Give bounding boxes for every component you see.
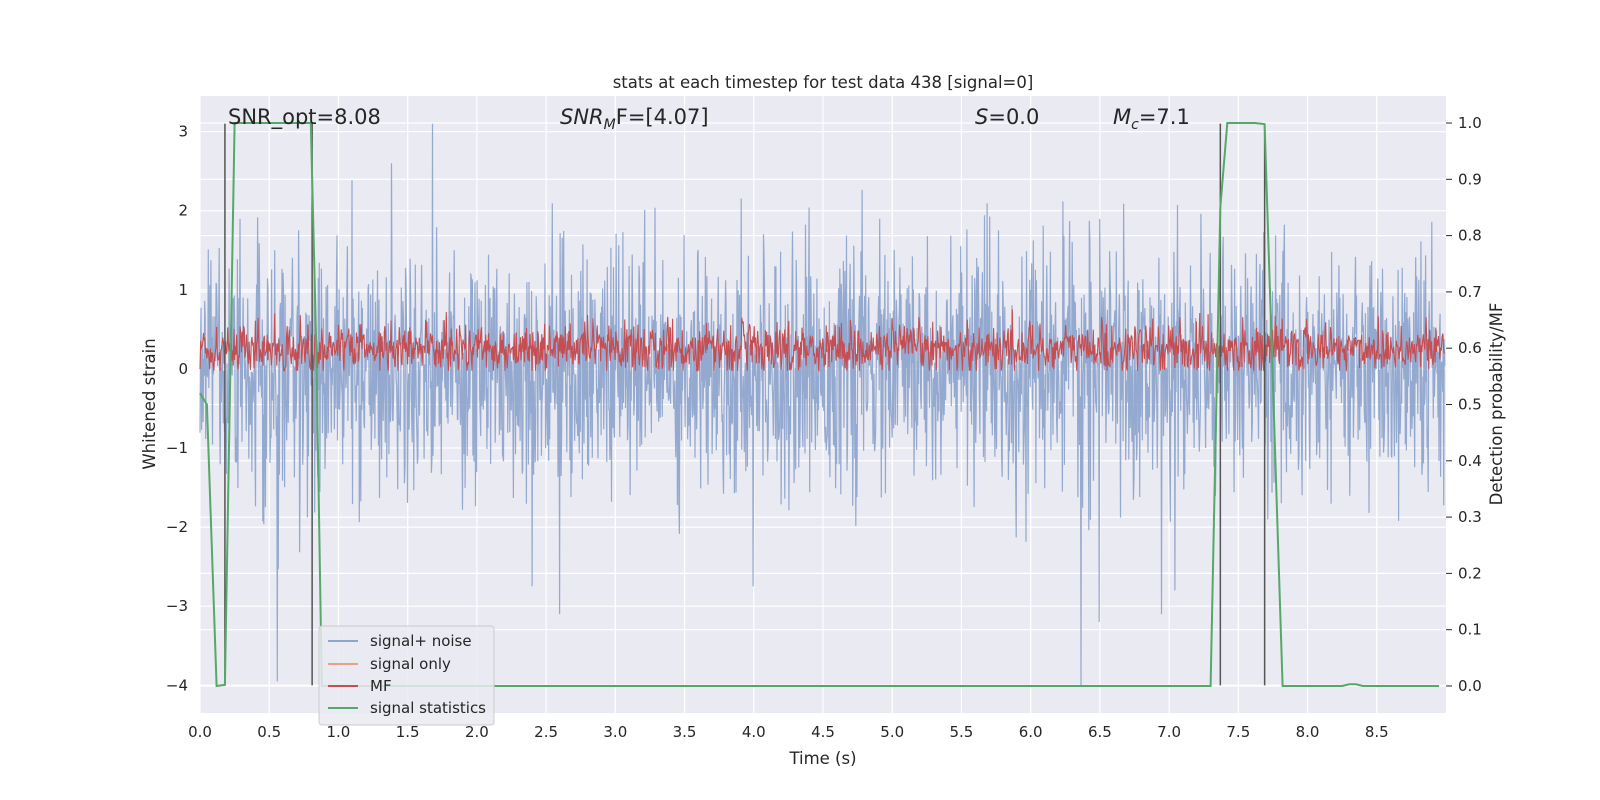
- x-tick-label: 6.0: [1019, 723, 1043, 741]
- annotation-snr-mf: SNRMF=[4.07]: [560, 105, 709, 133]
- legend-box: [318, 625, 495, 726]
- mc-symbol: M: [1113, 105, 1131, 129]
- x-axis-ticks: 0.0 0.5 1.0 1.5 2.0 2.5 3.0 3.5 4.0 4.5 5.0 5.5 6.0 6…: [188, 723, 1389, 741]
- y2-tick-label: 0.1: [1458, 621, 1482, 639]
- snr-mf-subscript: M: [604, 117, 616, 133]
- y-axis-ticks: −4 −3 −2 −1 0 1 2 3: [166, 123, 188, 695]
- y2-tick-label: 0.5: [1458, 396, 1482, 414]
- x-tick-label: 7.5: [1226, 723, 1250, 741]
- signal-statistics-series: [199, 122, 1440, 688]
- y2-tick-label: 0.8: [1458, 227, 1482, 245]
- y2-tick-label: 0.0: [1458, 677, 1482, 695]
- x-tick-label: 2.0: [465, 723, 489, 741]
- signal-noise-line: [199, 123, 1446, 686]
- annotation-mc: Mc=7.1: [1113, 105, 1190, 133]
- x-tick-label: 0.0: [188, 723, 212, 741]
- legend-label-stats: signal statistics: [370, 699, 486, 717]
- x-tick-label: 4.0: [742, 723, 766, 741]
- legend-label-signal-only: signal only: [370, 655, 451, 673]
- y2-axis-label: Detection probability/MF: [1487, 303, 1506, 506]
- y2-tick-label: 0.7: [1458, 283, 1482, 301]
- mc-subscript: c: [1131, 117, 1139, 133]
- y2-tick-label: 0.9: [1458, 170, 1482, 188]
- legend-label-noise: signal+ noise: [370, 632, 472, 650]
- y-tick-label: −4: [166, 676, 188, 694]
- snr-mf-value: F=[4.07]: [616, 105, 709, 129]
- x-tick-label: 5.5: [950, 723, 974, 741]
- y-tick-label: −1: [166, 439, 188, 457]
- x-tick-label: 4.5: [811, 723, 835, 741]
- chart-title: stats at each timestep for test data 438…: [613, 73, 1034, 92]
- y-axis-label: Whitened strain: [140, 338, 159, 469]
- x-tick-label: 3.5: [673, 723, 697, 741]
- s-symbol: S: [975, 105, 988, 129]
- x-tick-label: 8.0: [1296, 723, 1320, 741]
- x-tick-label: 1.0: [327, 723, 351, 741]
- y-tick-label: 0: [178, 360, 188, 378]
- y2-tick-label: 0.6: [1458, 339, 1482, 357]
- y-tick-label: 1: [178, 281, 188, 299]
- x-axis-label: Time (s): [788, 749, 856, 768]
- x-tick-label: 7.0: [1157, 723, 1181, 741]
- x-tick-label: 6.5: [1088, 723, 1112, 741]
- x-tick-label: 8.5: [1365, 723, 1389, 741]
- mc-value: =7.1: [1139, 105, 1190, 129]
- y-tick-label: −2: [166, 518, 188, 536]
- y-tick-label: 3: [178, 123, 188, 141]
- y2-tick-label: 0.2: [1458, 564, 1482, 582]
- s-value: =0.0: [988, 105, 1039, 129]
- y2-tick-label: 1.0: [1458, 114, 1482, 132]
- x-tick-label: 3.0: [603, 723, 627, 741]
- x-tick-label: 0.5: [257, 723, 281, 741]
- y-tick-label: 2: [178, 202, 188, 220]
- x-tick-label: 5.0: [880, 723, 904, 741]
- signal-statistics-line: [199, 122, 1440, 688]
- y-tick-label: −3: [166, 597, 188, 615]
- signal-noise-series: [199, 123, 1446, 686]
- x-tick-label: 2.5: [534, 723, 558, 741]
- y2-tick-label: 0.3: [1458, 508, 1482, 526]
- y2-tick-label: 0.4: [1458, 452, 1482, 470]
- mf-line: [199, 309, 1446, 372]
- snr-mf-symbol: SNR: [560, 105, 604, 129]
- legend: signal+ noise signal only MF signal stat…: [318, 625, 495, 726]
- legend-label-mf: MF: [370, 677, 392, 695]
- y2-axis-ticks: 0.0 0.1 0.2 0.3 0.4 0.5 0.6 0.7 0.8 0.9 1.0: [1446, 114, 1482, 695]
- mf-series: [199, 309, 1446, 372]
- annotation-s: S=0.0: [975, 105, 1039, 129]
- x-tick-label: 1.5: [396, 723, 420, 741]
- annotation-snr-opt: SNR_opt=8.08: [228, 105, 381, 130]
